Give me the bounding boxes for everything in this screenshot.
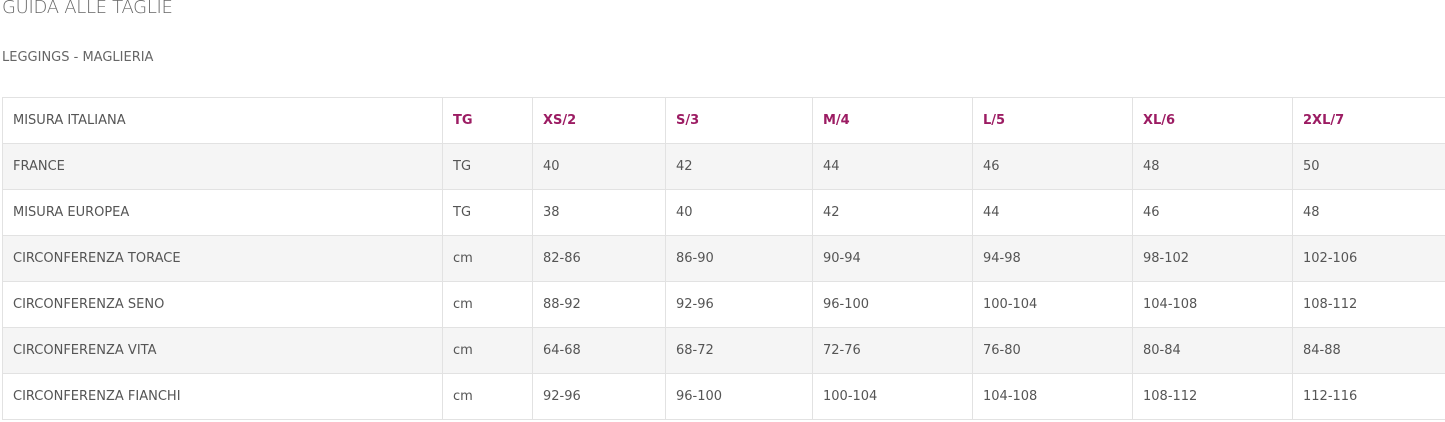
measure-label-cell: CIRCONFERENZA TORACE bbox=[2, 235, 443, 282]
table-cell: 46 bbox=[972, 143, 1133, 190]
table-cell: 46 bbox=[1132, 189, 1293, 236]
size-header-cell: L/5 bbox=[972, 97, 1133, 144]
table-cell: 68-72 bbox=[665, 327, 813, 374]
table-cell: 48 bbox=[1132, 143, 1293, 190]
table-cell: 94-98 bbox=[972, 235, 1133, 282]
size-header-cell: 2XL/7 bbox=[1292, 97, 1445, 144]
table-cell: 92-96 bbox=[532, 373, 666, 420]
table-row: CIRCONFERENZA TORACE cm 82-86 86-90 90-94 94-… bbox=[2, 235, 1445, 282]
table-cell: cm bbox=[442, 327, 533, 374]
table-row: CIRCONFERENZA VITA cm 64-68 68-72 72-76 76-80… bbox=[2, 327, 1445, 374]
table-cell: 104-108 bbox=[972, 373, 1133, 420]
table-cell: 40 bbox=[532, 143, 666, 190]
page-title: GUIDA ALLE TAGLIE bbox=[2, 0, 173, 18]
table-cell: 100-104 bbox=[812, 373, 973, 420]
table-cell: 90-94 bbox=[812, 235, 973, 282]
measure-label-cell: CIRCONFERENZA VITA bbox=[2, 327, 443, 374]
table-cell: 80-84 bbox=[1132, 327, 1293, 374]
table-cell: 102-106 bbox=[1292, 235, 1445, 282]
table-cell: 88-92 bbox=[532, 281, 666, 328]
measure-label-cell: MISURA EUROPEA bbox=[2, 189, 443, 236]
table-cell: 44 bbox=[972, 189, 1133, 236]
size-table: MISURA ITALIANA TG XS/2 S/3 M/4 L/5 XL/6 2XL/7 F… bbox=[2, 97, 1445, 420]
table-cell: cm bbox=[442, 281, 533, 328]
table-cell: cm bbox=[442, 235, 533, 282]
size-header-cell: TG bbox=[442, 97, 533, 144]
table-cell: 84-88 bbox=[1292, 327, 1445, 374]
table-cell: 92-96 bbox=[665, 281, 813, 328]
section-subtitle: LEGGINGS - MAGLIERIA bbox=[2, 50, 154, 65]
table-cell: 100-104 bbox=[972, 281, 1133, 328]
table-cell: 64-68 bbox=[532, 327, 666, 374]
table-row: CIRCONFERENZA SENO cm 88-92 92-96 96-100 100-… bbox=[2, 281, 1445, 328]
table-cell: TG bbox=[442, 143, 533, 190]
table-cell: cm bbox=[442, 373, 533, 420]
size-header-cell: XL/6 bbox=[1132, 97, 1293, 144]
table-row: CIRCONFERENZA FIANCHI cm 92-96 96-100 100-10… bbox=[2, 373, 1445, 420]
table-cell: 42 bbox=[665, 143, 813, 190]
table-cell: 40 bbox=[665, 189, 813, 236]
table-cell: 104-108 bbox=[1132, 281, 1293, 328]
size-header-cell: XS/2 bbox=[532, 97, 666, 144]
table-cell: 38 bbox=[532, 189, 666, 236]
table-cell: 48 bbox=[1292, 189, 1445, 236]
table-header-row: MISURA ITALIANA TG XS/2 S/3 M/4 L/5 XL/6 2XL/7 bbox=[2, 97, 1445, 144]
table-cell: 72-76 bbox=[812, 327, 973, 374]
row-header-cell: MISURA ITALIANA bbox=[2, 97, 443, 144]
measure-label-cell: FRANCE bbox=[2, 143, 443, 190]
table-cell: 108-112 bbox=[1292, 281, 1445, 328]
table-cell: 96-100 bbox=[812, 281, 973, 328]
size-header-cell: S/3 bbox=[665, 97, 813, 144]
table-cell: 98-102 bbox=[1132, 235, 1293, 282]
size-header-cell: M/4 bbox=[812, 97, 973, 144]
measure-label-cell: CIRCONFERENZA SENO bbox=[2, 281, 443, 328]
table-cell: 50 bbox=[1292, 143, 1445, 190]
table-cell: 86-90 bbox=[665, 235, 813, 282]
table-row: MISURA EUROPEA TG 38 40 42 44 46 48 bbox=[2, 189, 1445, 236]
table-cell: 44 bbox=[812, 143, 973, 190]
table-row: FRANCE TG 40 42 44 46 48 50 bbox=[2, 143, 1445, 190]
table-cell: 42 bbox=[812, 189, 973, 236]
table-cell: 76-80 bbox=[972, 327, 1133, 374]
table-cell: 82-86 bbox=[532, 235, 666, 282]
table-cell: 108-112 bbox=[1132, 373, 1293, 420]
table-cell: 96-100 bbox=[665, 373, 813, 420]
table-cell: 112-116 bbox=[1292, 373, 1445, 420]
table-cell: TG bbox=[442, 189, 533, 236]
measure-label-cell: CIRCONFERENZA FIANCHI bbox=[2, 373, 443, 420]
